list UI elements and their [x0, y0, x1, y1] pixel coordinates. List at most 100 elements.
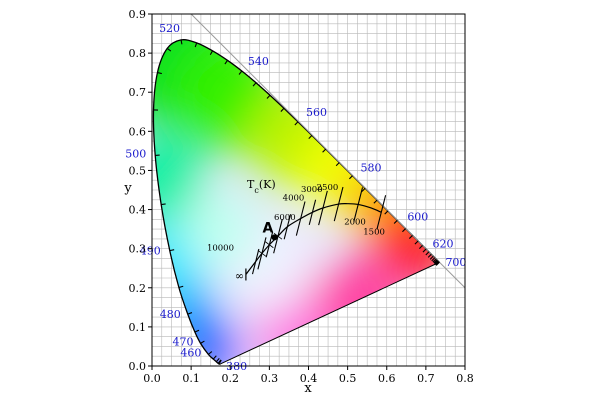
cct-label-3000: 3000: [301, 185, 323, 195]
wavelength-label-540: 540: [248, 55, 269, 68]
wavelength-label-620: 620: [433, 237, 454, 250]
y-tick-label: 0.4: [129, 204, 147, 217]
planck-minor-tick: [265, 241, 274, 249]
wavelength-tick: [217, 359, 222, 364]
wavelength-tick: [166, 47, 172, 52]
y-tick-label: 0.9: [129, 8, 147, 21]
x-tick-label: 0.5: [339, 372, 357, 385]
wavelength-label-460: 460: [180, 346, 201, 359]
wavelength-tick: [414, 240, 419, 245]
isotherm-line: [283, 214, 292, 240]
cct-label-1500: 1500: [363, 227, 385, 237]
cct-label-4000: 4000: [283, 194, 305, 204]
wavelength-tick: [161, 203, 166, 206]
wavelength-tick: [433, 259, 438, 264]
wavelength-tick: [373, 199, 378, 204]
wavelength-label-560: 560: [306, 106, 327, 119]
infinity-label: ∞: [235, 269, 244, 282]
wavelength-tick: [308, 135, 313, 139]
wavelength-tick: [348, 175, 353, 180]
isotherm-line: [318, 190, 328, 226]
y-axis-title: y: [123, 181, 132, 196]
y-tick-label: 0.1: [129, 321, 147, 334]
wavelength-tick: [215, 357, 220, 363]
line-of-purples: [219, 261, 440, 365]
x-tick-label: 0.2: [222, 372, 240, 385]
isotherm-line: [308, 199, 317, 225]
wavelength-label-600: 600: [407, 210, 428, 223]
wavelength-tick: [294, 121, 299, 126]
wavelength-tick: [393, 219, 398, 224]
y-tick-label: 0.6: [129, 125, 147, 138]
y-tick-label: 0.8: [129, 47, 147, 60]
planckian-title: Tc(K): [247, 178, 276, 195]
wavelength-tick: [209, 50, 214, 55]
wavelength-label-480: 480: [160, 308, 181, 321]
wavelength-tick: [180, 39, 183, 45]
planck-minor-tick: [273, 232, 283, 240]
wavelength-tick: [266, 94, 271, 99]
wavelength-label-490: 490: [140, 245, 161, 258]
x-tick-label: 0.7: [417, 372, 435, 385]
wavelength-tick: [408, 234, 413, 239]
y-tick-label: 0.7: [129, 86, 147, 99]
wavelength-label-700: 700: [445, 256, 466, 269]
x-tick-label: 0.0: [143, 372, 161, 385]
isotherm-line: [251, 248, 260, 275]
x-tick-label: 0.6: [378, 372, 396, 385]
cct-label-2500: 2500: [317, 183, 339, 193]
cct-label-2000: 2000: [344, 217, 366, 227]
y-tick-label: 0.5: [129, 164, 147, 177]
wavelength-tick: [418, 245, 423, 249]
y-tick-label: 0.0: [129, 360, 147, 373]
wavelength-tick: [402, 228, 406, 233]
wavelength-tick: [178, 285, 184, 289]
wavelength-label-380: 380: [226, 360, 247, 373]
y-tick-label: 0.2: [129, 282, 147, 295]
wavelength-label-580: 580: [361, 162, 382, 175]
isotherm-line: [295, 201, 306, 236]
wavelength-tick: [422, 248, 427, 253]
axis-ticks: [148, 13, 466, 370]
wavelength-tick: [252, 82, 257, 87]
x-plus-y-equals-one-line: [190, 13, 466, 289]
x-tick-label: 0.1: [182, 372, 200, 385]
cct-label-10000: 10000: [207, 243, 234, 253]
wavelength-tick: [435, 261, 440, 266]
cct-label-6000: 6000: [274, 213, 296, 223]
x-tick-label: 0.4: [300, 372, 318, 385]
wavelength-tick: [431, 257, 436, 262]
x-axis-title: x: [304, 381, 312, 396]
wavelength-tick: [200, 340, 205, 344]
wavelength-tick: [427, 253, 432, 258]
point-a-label: A: [262, 220, 273, 236]
wavelength-tick: [187, 312, 193, 315]
wavelength-tick: [429, 255, 434, 260]
isotherm-line: [376, 195, 387, 230]
wavelength-tick: [238, 70, 243, 75]
tc-label: Tc(K): [247, 178, 276, 195]
wavelength-tick: [212, 355, 217, 360]
isotherm-line: [353, 187, 364, 222]
wavelength-tick: [361, 187, 366, 192]
wavelength-tick: [335, 162, 340, 167]
wavelength-tick: [280, 107, 285, 112]
wavelength-tick: [322, 148, 327, 153]
wavelength-ticks: [153, 39, 440, 365]
wavelength-tick: [169, 249, 175, 252]
isotherm-lines: [245, 186, 387, 281]
wavelength-tick: [194, 42, 198, 48]
wavelength-label-500: 500: [125, 147, 146, 160]
planck-minor-tick: [257, 250, 267, 257]
wavelength-tick: [434, 260, 439, 264]
wavelength-tick: [425, 251, 430, 256]
point-a-marker: [271, 234, 278, 241]
wavelength-tick: [384, 210, 389, 215]
y-tick-labels: 0.0 0.1 0.2 0.3 0.4 0.5 0.6 0.7 0.8 0.9: [129, 8, 147, 373]
x-tick-label: 0.8: [456, 372, 474, 385]
wavelength-tick: [207, 351, 213, 355]
wavelength-label-520: 520: [159, 22, 180, 35]
isotherm-line: [333, 186, 344, 222]
